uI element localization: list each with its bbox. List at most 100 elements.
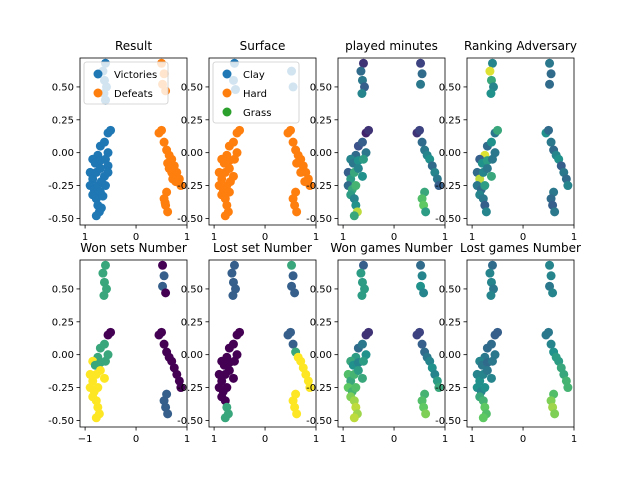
x-tick-label: 1 <box>571 232 577 243</box>
data-point <box>353 365 363 375</box>
data-point <box>357 291 367 301</box>
x-tick-label: 0 <box>262 232 268 243</box>
y-tick-label: 0.00 <box>181 148 203 159</box>
data-point <box>563 181 573 191</box>
data-point <box>292 409 302 419</box>
x-tick-label: 0 <box>391 232 397 243</box>
y-tick-label: -0.50 <box>435 416 461 427</box>
y-tick-label: 0.25 <box>439 115 461 126</box>
data-point <box>229 154 239 164</box>
data-point <box>287 260 297 270</box>
data-point <box>487 356 497 366</box>
data-point <box>486 171 496 181</box>
subplot-2: -0.50 -0.25 0.00 0.25 0.50 1 0 1 Surface Clay Hard… <box>177 39 319 243</box>
data-point <box>351 383 361 393</box>
legend-label: Hard <box>243 89 267 100</box>
legend-label: Clay <box>243 70 265 81</box>
data-point <box>416 260 426 270</box>
data-point <box>546 271 556 281</box>
y-tick-label: 0.50 <box>439 82 461 93</box>
axes-frame <box>337 259 446 428</box>
y-tick-label: -0.25 <box>435 383 461 394</box>
data-point <box>99 137 109 147</box>
x-tick-label: 0 <box>262 434 268 445</box>
axes-frame <box>466 259 575 428</box>
data-point <box>103 167 113 177</box>
data-point <box>296 167 306 177</box>
data-point <box>163 207 173 217</box>
x-tick-label: 1 <box>469 434 475 445</box>
data-point <box>159 137 169 147</box>
data-point <box>103 161 113 171</box>
data-point <box>546 69 556 79</box>
data-point <box>416 79 426 89</box>
data-point <box>364 125 374 135</box>
subplot-title: Won sets Number <box>80 241 187 255</box>
legend-marker <box>222 69 232 79</box>
legend: Clay Hard Grass <box>212 61 300 124</box>
subplot-title: Surface <box>240 39 286 53</box>
y-tick-label: 0.25 <box>439 317 461 328</box>
data-point <box>357 89 367 99</box>
data-point <box>357 137 367 147</box>
y-tick-label: 0.25 <box>310 317 332 328</box>
data-point <box>300 177 310 187</box>
data-point <box>563 383 573 393</box>
data-point <box>160 198 170 208</box>
data-point <box>229 260 239 270</box>
data-point <box>93 383 103 393</box>
y-tick-label: 0.50 <box>52 284 74 295</box>
data-point <box>545 79 555 89</box>
data-point <box>544 327 554 337</box>
data-point <box>356 268 366 278</box>
data-point <box>357 171 367 181</box>
data-point <box>100 356 110 366</box>
data-point <box>286 125 296 135</box>
y-tick-label: 0.25 <box>52 115 74 126</box>
y-tick-label: -0.50 <box>48 416 74 427</box>
data-point <box>545 260 555 270</box>
data-point <box>482 365 492 375</box>
axes-frame <box>466 57 575 226</box>
x-tick-label: 1 <box>184 434 190 445</box>
data-point <box>415 327 425 337</box>
data-point <box>222 383 232 393</box>
data-point <box>419 288 429 298</box>
data-point <box>485 268 495 278</box>
data-point <box>486 339 496 349</box>
subplot-3: -0.50 -0.25 0.00 0.25 0.50 1 0 1 played minutes <box>306 39 448 243</box>
y-tick-label: 0.00 <box>439 350 461 361</box>
data-point <box>235 327 245 337</box>
legend-label: Victories <box>114 70 157 81</box>
data-point <box>421 409 431 419</box>
y-tick-label: 0.25 <box>181 115 203 126</box>
legend-marker <box>222 88 232 98</box>
data-point <box>351 181 361 191</box>
data-point <box>487 260 497 270</box>
y-tick-label: -0.50 <box>306 214 332 225</box>
subplot-title: Won games Number <box>330 241 452 255</box>
data-point <box>98 191 108 201</box>
data-point <box>157 327 167 337</box>
x-tick-label: 1 <box>340 232 346 243</box>
data-point <box>487 58 497 68</box>
x-tick-label: 0 <box>391 434 397 445</box>
data-point <box>106 327 116 337</box>
data-point <box>228 373 238 383</box>
legend-box <box>83 61 169 105</box>
data-point <box>415 125 425 135</box>
subplot-4: -0.50 -0.25 0.00 0.25 0.50 1 0 1 Ranking Adversa… <box>435 39 577 243</box>
x-tick-label: 1 <box>184 232 190 243</box>
data-point <box>546 137 556 147</box>
data-point <box>486 373 496 383</box>
data-point <box>288 137 298 147</box>
x-tick-label: 0 <box>520 232 526 243</box>
x-tick-label: 1 <box>571 434 577 445</box>
data-point <box>106 125 116 135</box>
data-point <box>417 271 427 281</box>
data-point <box>292 207 302 217</box>
data-point <box>96 203 106 213</box>
data-point <box>417 137 427 147</box>
data-point <box>235 125 245 135</box>
